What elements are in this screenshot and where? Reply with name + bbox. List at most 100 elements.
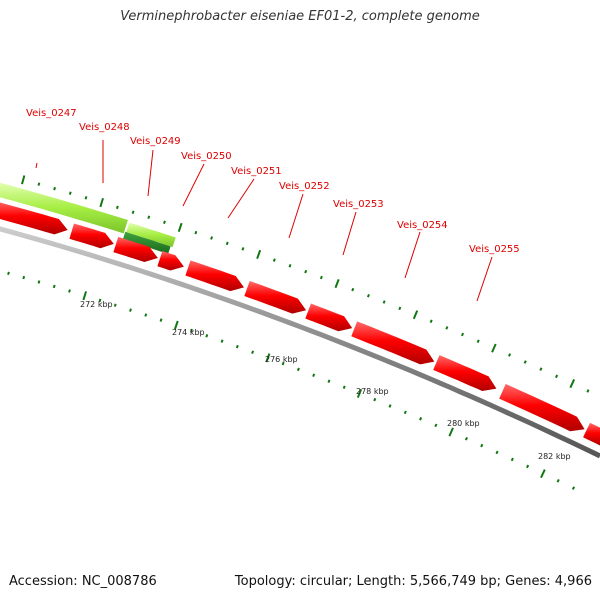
gene-label-leader <box>476 256 493 302</box>
gene-features <box>0 182 600 446</box>
scale-tick <box>205 334 209 338</box>
scale-tick <box>388 404 392 408</box>
genome-title: Verminephrobacter eiseniae EF01-2, compl… <box>120 9 480 24</box>
scale-tick <box>7 271 10 275</box>
scale-tick <box>382 300 386 304</box>
scale-tick <box>569 379 576 389</box>
gene-arrow <box>583 422 600 446</box>
scale-tick <box>53 186 56 191</box>
gene-label: Veis_0248 <box>79 122 130 133</box>
scale-tick <box>403 410 407 415</box>
scale-tick <box>113 303 117 307</box>
scale-tick <box>235 344 239 349</box>
scale-ticks <box>7 175 590 490</box>
scale-tick <box>265 353 271 363</box>
scale-tick <box>22 275 26 280</box>
scale-tick <box>84 196 88 200</box>
gene-feature-light-green <box>126 222 176 247</box>
scale-tick <box>464 436 468 441</box>
scale-tick <box>68 289 71 293</box>
gene-label: Veis_0249 <box>130 136 181 147</box>
scale-tick <box>288 264 292 268</box>
scale-tick <box>526 464 530 469</box>
scale-tick <box>319 275 323 280</box>
scale-label: 272 kbp <box>80 300 113 309</box>
gene-arrow <box>69 223 114 249</box>
scale-tick <box>256 249 262 259</box>
scale-tick <box>296 367 300 372</box>
scale-tick <box>448 427 454 437</box>
scale-tick <box>434 423 438 428</box>
scale-tick <box>251 350 255 354</box>
gene-feature-dark-green <box>122 231 171 254</box>
scale-tick <box>539 367 543 371</box>
scale-tick <box>351 287 355 292</box>
gene-label-leader <box>147 149 154 197</box>
scale-tick <box>241 247 245 251</box>
gene-label: Veis_0255 <box>469 244 520 255</box>
scale-tick <box>225 241 229 246</box>
gene-arrow <box>157 251 184 271</box>
scale-tick <box>173 320 179 330</box>
scale-tick <box>129 308 132 312</box>
scale-label: 276 kbp <box>265 355 298 364</box>
genome-summary-text: Topology: circular; Length: 5,566,749 bp… <box>234 574 592 589</box>
gene-arrow <box>113 236 158 262</box>
scale-label: 282 kbp <box>538 452 571 461</box>
scale-tick <box>147 215 151 219</box>
scale-tick <box>281 361 285 366</box>
scale-tick <box>327 379 331 383</box>
gene-label-leader <box>182 163 205 207</box>
gene-label: Veis_0251 <box>231 166 282 177</box>
scale-tick <box>356 388 363 398</box>
scale-tick <box>586 389 590 393</box>
gene-arrow <box>351 321 435 365</box>
gene-label-leader <box>288 193 304 239</box>
backbone-line <box>0 226 600 459</box>
gene-label: Veis_0247 <box>26 108 77 119</box>
scale-label: 274 kbp <box>172 328 205 337</box>
scale-tick <box>373 397 377 402</box>
gene-feature-light-green <box>0 182 128 234</box>
scale-tick <box>304 269 308 274</box>
scale-tick <box>163 220 166 225</box>
scale-tick <box>495 450 499 455</box>
scale-tick <box>342 385 346 390</box>
scale-tick <box>99 197 104 208</box>
gene-label: Veis_0254 <box>397 220 448 231</box>
scale-tick <box>556 479 560 483</box>
scale-tick <box>445 326 449 330</box>
gene-arrow <box>433 355 497 391</box>
scale-tick <box>115 205 119 210</box>
scale-tick <box>98 298 102 303</box>
scale-tick <box>144 313 148 317</box>
scale-tick <box>159 318 163 322</box>
scale-tick <box>508 353 512 357</box>
gene-label: Veis_0252 <box>279 181 330 192</box>
scale-tick <box>37 280 41 284</box>
gene-label-leader <box>35 162 38 169</box>
gene-label-leader <box>342 211 357 256</box>
scale-tick <box>540 469 546 479</box>
scale-tick <box>190 328 193 333</box>
scale-tick <box>272 258 276 262</box>
scale-tick <box>476 339 480 344</box>
scale-label: 278 kbp <box>356 387 389 396</box>
scale-tick <box>491 343 497 353</box>
backbone <box>0 226 600 459</box>
scale-tick <box>194 230 198 235</box>
scale-tick <box>220 339 224 343</box>
scale-labels: 272 kbp 274 kbp 276 kbp 278 kbp 280 kbp 282 k… <box>80 300 571 461</box>
gene-arrow <box>305 303 353 332</box>
gene-label: Veis_0253 <box>333 199 384 210</box>
scale-tick <box>334 278 340 289</box>
scale-tick <box>82 291 88 301</box>
scale-tick <box>52 284 56 289</box>
scale-tick <box>523 360 527 364</box>
scale-tick <box>21 175 26 185</box>
scale-tick <box>510 457 514 462</box>
scale-tick <box>37 182 41 186</box>
gene-arrow <box>499 384 585 432</box>
